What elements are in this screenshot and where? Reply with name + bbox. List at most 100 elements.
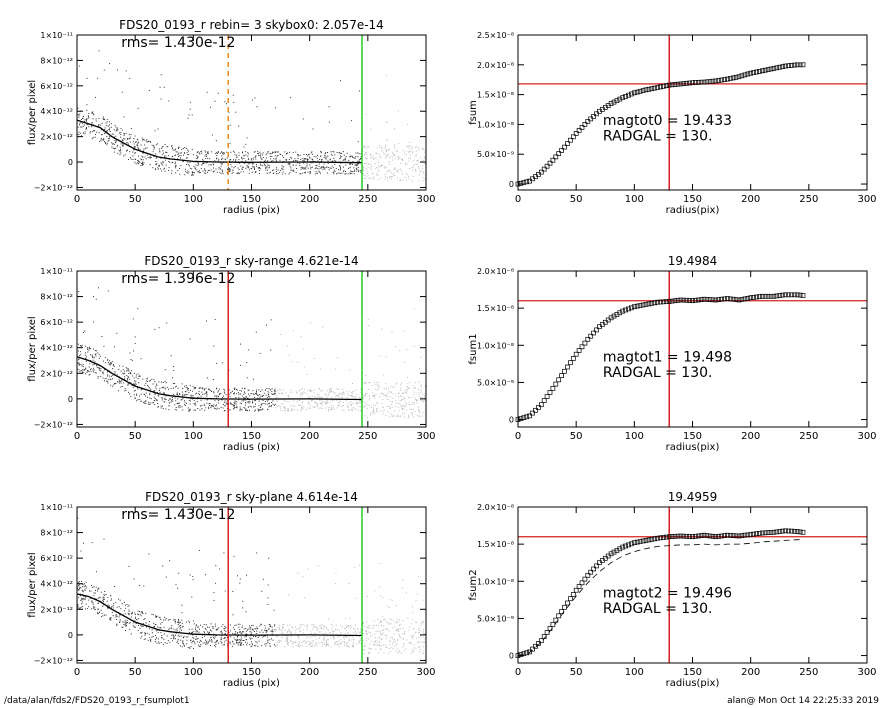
scatter-point	[271, 626, 273, 628]
scatter-point	[275, 168, 277, 170]
scatter-point	[360, 642, 362, 644]
scatter-point	[359, 159, 360, 161]
scatter-point	[390, 623, 392, 625]
scatter-point	[382, 597, 384, 599]
scatter-point	[267, 642, 269, 644]
scatter-point	[206, 392, 207, 393]
scatter-point	[371, 406, 372, 408]
x-tick-label: 50	[129, 667, 142, 678]
scatter-point	[299, 173, 301, 175]
scatter-point	[280, 407, 282, 409]
scatter-point	[174, 163, 176, 164]
scatter-point	[192, 398, 194, 400]
scatter-point	[85, 119, 87, 121]
scatter-point	[249, 405, 251, 407]
scatter-point	[385, 176, 386, 178]
scatter-point	[424, 641, 426, 643]
scatter-point	[168, 161, 170, 163]
scatter-point	[353, 391, 355, 393]
scatter-point	[422, 599, 424, 601]
scatter-point	[204, 632, 206, 634]
scatter-point	[98, 124, 100, 126]
scatter-point	[374, 640, 376, 642]
scatter-point	[116, 623, 118, 625]
scatter-point	[335, 388, 337, 390]
scatter-point	[99, 141, 101, 143]
scatter-point	[302, 632, 304, 634]
scatter-point	[376, 381, 377, 383]
scatter-point	[377, 618, 379, 620]
scatter-point	[415, 160, 417, 162]
scatter-point	[239, 402, 241, 404]
x-tick-label: 300	[416, 431, 435, 442]
scatter-point	[397, 158, 399, 160]
scatter-point	[380, 634, 382, 636]
scatter-point	[279, 171, 281, 173]
scatter-point	[404, 177, 406, 178]
growth-point	[693, 80, 698, 85]
scatter-point	[240, 393, 241, 395]
scatter-point	[84, 119, 86, 121]
scatter-point	[292, 642, 294, 644]
scatter-point	[83, 598, 85, 599]
scatter-point	[330, 389, 332, 391]
scatter-point	[186, 402, 188, 404]
scatter-point	[150, 639, 152, 640]
scatter-point	[363, 400, 365, 402]
scatter-point	[218, 168, 220, 170]
scatter-point	[348, 160, 350, 161]
scatter-point	[419, 397, 421, 399]
scatter-point	[163, 401, 165, 403]
scatter-point	[132, 151, 134, 153]
scatter-point	[330, 153, 332, 155]
scatter-point	[304, 167, 306, 169]
scatter-point	[345, 173, 347, 175]
scatter-point	[326, 628, 328, 630]
scatter-point	[370, 153, 371, 155]
scatter-point	[231, 172, 233, 174]
scatter-point	[224, 400, 226, 402]
scatter-point	[309, 390, 311, 392]
scatter-point	[401, 408, 403, 410]
scatter-point	[230, 636, 232, 638]
scatter-point	[192, 172, 194, 173]
scatter-point	[85, 368, 87, 370]
scatter-point	[193, 409, 195, 411]
scatter-point	[176, 641, 178, 643]
scatter-point	[91, 608, 93, 610]
scatter-point	[145, 403, 147, 405]
scatter-point	[120, 149, 122, 151]
scatter-point	[247, 401, 249, 403]
scatter-point	[419, 412, 420, 414]
scatter-point	[352, 161, 354, 163]
y-tick-label: 0	[509, 652, 514, 661]
y-tick-label: 4×10⁻¹²	[40, 580, 73, 589]
y-tick-label: 1.5×10⁻⁸	[477, 304, 514, 313]
scatter-point	[298, 390, 300, 392]
scatter-point	[321, 397, 323, 399]
scatter-point	[301, 404, 303, 406]
scatter-point	[421, 147, 423, 149]
scatter-point	[330, 388, 332, 390]
scatter-point	[233, 159, 234, 161]
growth-point	[759, 293, 765, 299]
scatter-point	[407, 417, 409, 419]
scatter-point	[88, 370, 90, 372]
scatter-point	[194, 641, 195, 643]
scatter-point	[274, 107, 276, 109]
scatter-point	[389, 176, 391, 178]
scatter-point	[321, 642, 323, 644]
scatter-point	[404, 401, 406, 403]
scatter-point	[310, 166, 312, 168]
growth-point	[768, 293, 774, 299]
scatter-point	[205, 643, 207, 645]
scatter-point	[254, 97, 256, 99]
scatter-point	[311, 645, 313, 647]
scatter-point	[197, 641, 198, 643]
scatter-point	[121, 386, 123, 387]
scatter-point	[92, 124, 94, 126]
scatter-point	[394, 639, 396, 641]
scatter-point	[294, 630, 296, 632]
scatter-point	[366, 633, 367, 635]
scatter-point	[383, 619, 385, 621]
